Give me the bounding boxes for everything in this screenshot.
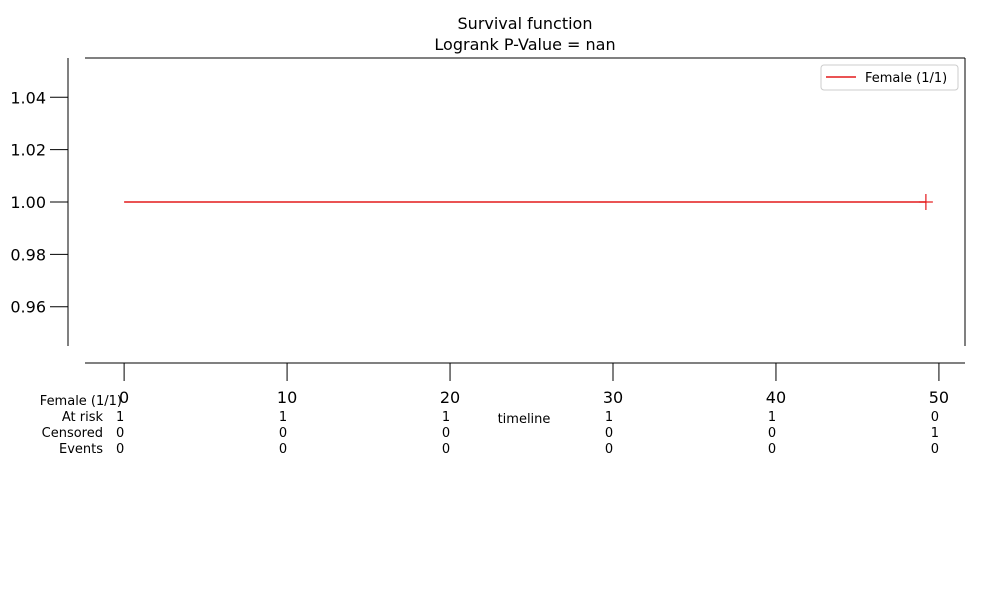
y-tick-label: 1.02 [10,141,46,160]
risk-cell: 0 [931,442,939,457]
risk-row-label: At risk [62,410,104,425]
chart-title: Survival function [458,14,593,33]
risk-cell: 0 [116,442,124,457]
x-tick-label: 20 [440,388,460,407]
risk-cell: 1 [279,410,287,425]
legend: Female (1/1) [820,64,959,91]
risk-cell: 1 [442,410,450,425]
risk-cell: 0 [116,426,124,441]
x-tick-label: 30 [603,388,623,407]
x-axis-label: timeline [498,412,551,427]
x-tick-label: 40 [766,388,786,407]
risk-cell: 0 [605,426,613,441]
risk-cell: 0 [442,442,450,457]
risk-cell: 1 [768,410,776,425]
risk-cell: 0 [768,426,776,441]
chart-subtitle: Logrank P-Value = nan [434,35,615,54]
x-tick-label: 10 [277,388,297,407]
y-tick-label: 0.98 [10,245,46,264]
risk-cell: 0 [279,442,287,457]
x-tick-label: 50 [929,388,949,407]
x-tick-label: 0 [119,388,129,407]
risk-cell: 0 [442,426,450,441]
risk-cell: 1 [116,410,124,425]
y-tick-label: 1.04 [10,88,46,107]
risk-cell: 1 [931,426,939,441]
risk-cell: 0 [931,410,939,425]
legend-box [820,64,959,91]
legend-label-female: Female (1/1) [865,71,947,86]
risk-cell: 0 [768,442,776,457]
y-tick-label: 0.96 [10,298,46,317]
risk-row-label: Events [59,442,103,457]
risk-table-group-label: Female (1/1) [40,394,122,409]
y-tick-label: 1.00 [10,193,46,212]
risk-cell: 1 [605,410,613,425]
risk-row-label: Censored [42,426,103,441]
risk-cell: 0 [605,442,613,457]
risk-cell: 0 [279,426,287,441]
